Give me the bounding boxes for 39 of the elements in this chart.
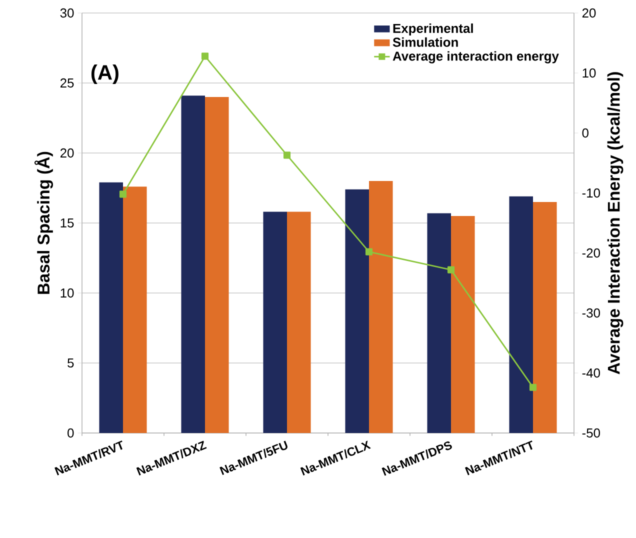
- y-tick-label: 25: [60, 78, 74, 88]
- point: [201, 52, 209, 60]
- y-tick-label: 0: [68, 428, 74, 438]
- y2-tick-label: 0: [582, 128, 588, 138]
- legend-label: Experimental: [393, 23, 473, 36]
- bar: [427, 213, 452, 433]
- y-tick-label: 20: [60, 148, 74, 158]
- bar: [99, 182, 123, 433]
- y2-tick-label: -40: [582, 368, 600, 378]
- y-tick-label: 15: [60, 218, 74, 228]
- bar: [533, 202, 557, 433]
- point: [119, 190, 127, 198]
- y-tick-label: 30: [60, 8, 74, 18]
- point: [283, 152, 291, 159]
- bar: [369, 180, 393, 433]
- legend-label: Simulation: [392, 37, 458, 47]
- y2-tick-label: -10: [582, 188, 600, 198]
- y2-axis-title: Average Interaction Energy (kcal/mol): [607, 72, 624, 374]
- point: [447, 266, 455, 274]
- bar: [123, 186, 147, 433]
- bar: [345, 189, 370, 433]
- bar: [205, 96, 229, 433]
- y2-tick-label: 10: [582, 68, 596, 78]
- y-axis-title: Basal Spacing (Å): [34, 152, 53, 294]
- bar: [451, 216, 475, 433]
- point: [529, 384, 537, 391]
- y-tick-label: 5: [68, 358, 74, 368]
- legend-label: Average interaction energy: [392, 51, 559, 64]
- y2-tick-label: -50: [582, 428, 600, 438]
- bar: [263, 212, 288, 433]
- y2-tick-label: -30: [582, 308, 600, 318]
- y-tick-label: 10: [60, 288, 74, 298]
- y2-tick-label: -20: [582, 248, 600, 258]
- text: (A): [91, 64, 118, 84]
- point: [365, 248, 373, 256]
- bar: [287, 212, 311, 433]
- bar: [181, 96, 206, 433]
- y2-tick-label: 20: [582, 8, 596, 18]
- bar: [509, 196, 534, 433]
